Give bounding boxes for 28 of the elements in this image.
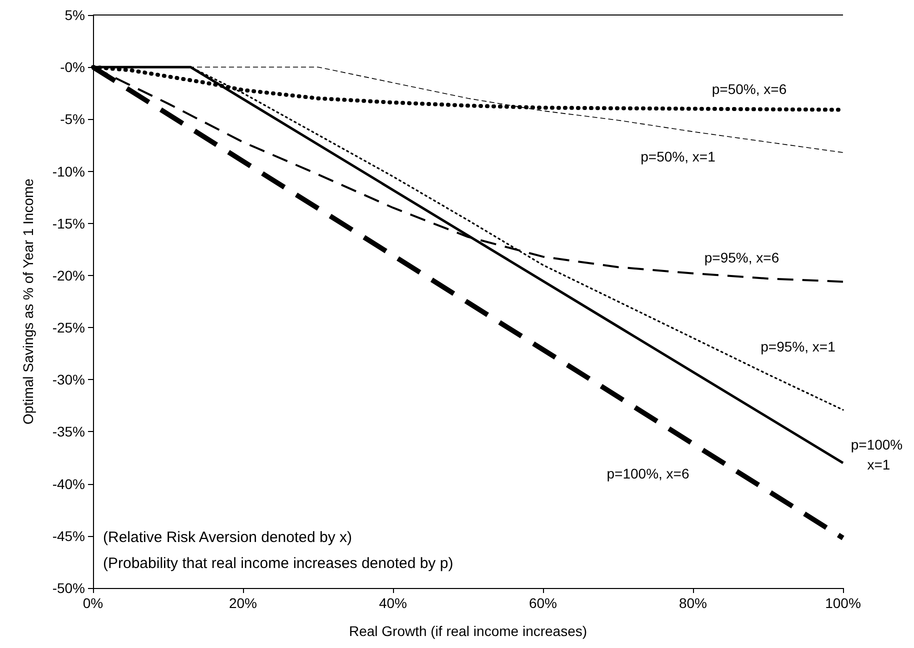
y-tick-label: -0% (60, 59, 85, 76)
y-tick-label: -50% (52, 580, 85, 596)
y-tick-label: -15% (52, 215, 85, 232)
x-axis-title: Real Growth (if real income increases) (348, 623, 588, 639)
y-tick-label: -20% (52, 267, 85, 284)
series-label: p=100% x=1 (850, 436, 903, 473)
x-tick-label: 40% (378, 595, 408, 611)
y-tick-label: -10% (52, 163, 85, 180)
annotation: (Relative Risk Aversion denoted by x) (103, 529, 352, 546)
series-label: p=95%, x=1 (760, 338, 836, 354)
series-label: p=50%, x=6 (712, 80, 787, 97)
series-label: p=95%, x=6 (704, 250, 780, 266)
series-label: p=100%, x=6 (606, 465, 690, 482)
x-tick-label: 80% (678, 595, 708, 611)
x-tick-label: 20% (228, 595, 258, 611)
series-label: p=50%, x=1 (640, 148, 716, 165)
x-tick-label: 100% (825, 595, 861, 611)
annotation: (Probability that real income increases denoted by p) (103, 555, 454, 572)
y-tick-label: -40% (52, 476, 85, 492)
y-tick-label: 5% (64, 7, 85, 23)
y-tick-label: -30% (52, 372, 85, 388)
y-tick-label: -5% (60, 111, 85, 128)
x-tick-label: 60% (528, 595, 558, 611)
x-tick-label: 0% (82, 595, 104, 611)
y-tick-label: -25% (52, 320, 85, 336)
y-tick-label: -35% (52, 424, 85, 440)
y-axis-title: Optimal Savings as % of Year 1 Income (20, 178, 36, 424)
y-tick-label: -45% (52, 528, 85, 544)
